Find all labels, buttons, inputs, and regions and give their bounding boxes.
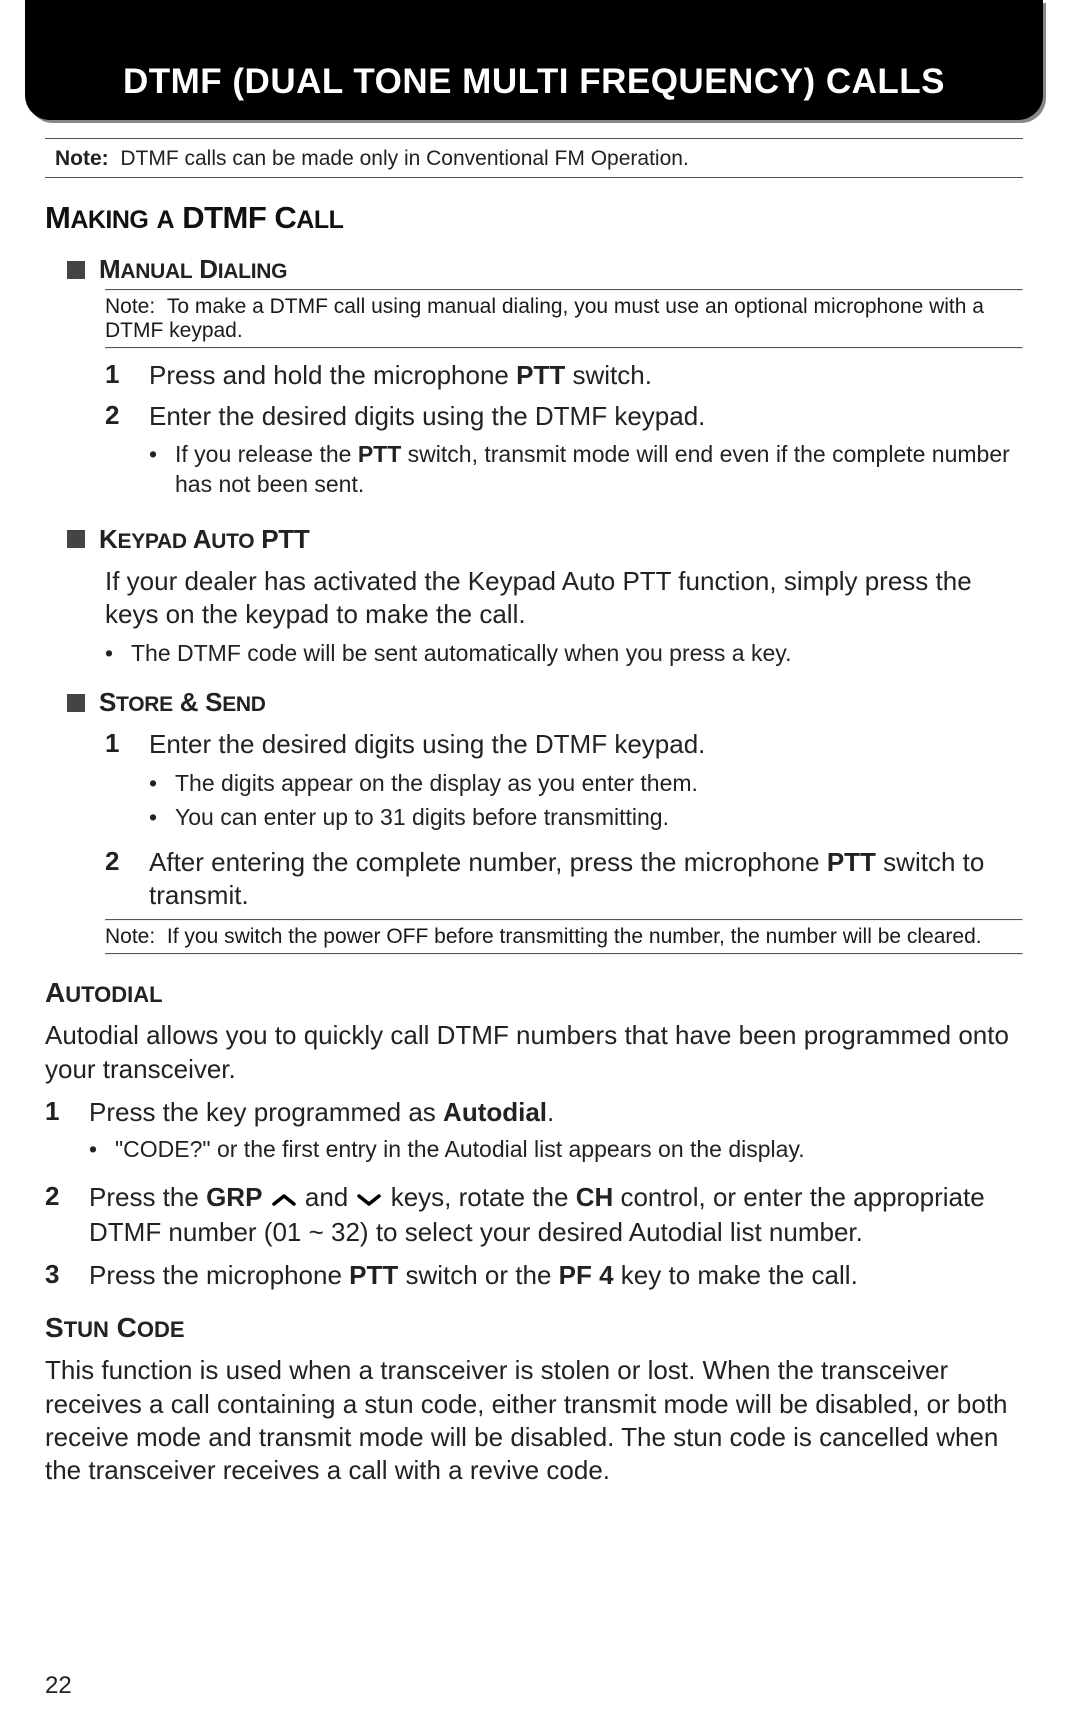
- bullet-text: "CODE?" or the first entry in the Autodi…: [115, 1135, 805, 1165]
- bold-text: PF 4: [559, 1260, 614, 1290]
- subsection-store-send: STORE & SEND: [67, 687, 1023, 718]
- bold-text: PTT: [349, 1260, 398, 1290]
- keypad-bullets: • The DTMF code will be sent automatical…: [105, 639, 1023, 669]
- text: After entering the complete number, pres…: [149, 847, 827, 877]
- sub-bullets: • If you release the PTT switch, transmi…: [149, 440, 1023, 500]
- subsection-heading: KEYPAD AUTO PTT: [99, 524, 309, 555]
- text: Press the microphone: [89, 1260, 349, 1290]
- list-item: 2 Press the GRP and keys, rotate the CH …: [45, 1181, 1023, 1249]
- square-bullet-icon: [67, 261, 85, 279]
- page-header: DTMF (DUAL TONE MULTI FREQUENCY) CALLS: [25, 0, 1043, 120]
- list-item: 1 Press the key programmed as Autodial. …: [45, 1096, 1023, 1171]
- bullet-dot: •: [105, 639, 115, 669]
- page-title: DTMF (DUAL TONE MULTI FREQUENCY) CALLS: [123, 62, 945, 102]
- step-text: Press the GRP and keys, rotate the CH co…: [89, 1181, 1023, 1249]
- keypad-para: If your dealer has activated the Keypad …: [105, 565, 1023, 632]
- store-steps: 1 Enter the desired digits using the DTM…: [105, 728, 1023, 911]
- bold-text: Autodial: [443, 1097, 547, 1127]
- text: Press the: [89, 1182, 206, 1212]
- step-text: Press the microphone PTT switch or the P…: [89, 1259, 858, 1292]
- bullet-text: The DTMF code will be sent automatically…: [131, 639, 791, 669]
- autodial-steps: 1 Press the key programmed as Autodial. …: [45, 1096, 1023, 1292]
- bold-text: PTT: [516, 360, 565, 390]
- bullet-text: You can enter up to 31 digits before tra…: [175, 803, 669, 833]
- section-heading-autodial: AUTODIAL: [45, 977, 1023, 1009]
- divider: [105, 919, 1023, 921]
- divider: [45, 177, 1023, 178]
- bold-text: PTT: [827, 847, 876, 877]
- divider: [105, 289, 1023, 291]
- square-bullet-icon: [67, 694, 85, 712]
- bold-text: PTT: [358, 441, 401, 467]
- step-number: 1: [105, 728, 129, 838]
- note-text: To make a DTMF call using manual dialing…: [105, 295, 984, 342]
- step-text: After entering the complete number, pres…: [149, 846, 1023, 911]
- list-item: • The digits appear on the display as you…: [149, 769, 705, 799]
- bullet-dot: •: [89, 1135, 99, 1165]
- divider: [105, 347, 1023, 349]
- text: Enter the desired digits using the DTMF …: [149, 401, 705, 431]
- bullet-text: If you release the PTT switch, transmit …: [175, 440, 1023, 500]
- text: key to make the call.: [614, 1260, 858, 1290]
- list-item: • "CODE?" or the first entry in the Autod…: [89, 1135, 805, 1165]
- list-item: • The DTMF code will be sent automatical…: [105, 639, 1023, 669]
- stun-para: This function is used when a transceiver…: [45, 1354, 1023, 1487]
- page-number: 22: [45, 1672, 72, 1700]
- list-item: 3 Press the microphone PTT switch or the…: [45, 1259, 1023, 1292]
- bullet-text: The digits appear on the display as you …: [175, 769, 698, 799]
- list-item: 2 After entering the complete number, pr…: [105, 846, 1023, 911]
- list-item: 2 Enter the desired digits using the DTM…: [105, 400, 1023, 506]
- top-note: Note: DTMF calls can be made only in Con…: [45, 139, 1023, 177]
- text: keys, rotate the: [383, 1182, 575, 1212]
- bold-text: GRP: [206, 1182, 262, 1212]
- list-item: 1 Enter the desired digits using the DTM…: [105, 728, 1023, 838]
- step-number: 2: [105, 846, 129, 911]
- chevron-down-icon: [355, 1183, 383, 1216]
- list-item: • You can enter up to 31 digits before tr…: [149, 803, 705, 833]
- note-text: If you switch the power OFF before trans…: [167, 925, 982, 948]
- text: Press and hold the microphone: [149, 360, 516, 390]
- subsection-keypad-auto-ptt: KEYPAD AUTO PTT: [67, 524, 1023, 555]
- text: .: [547, 1097, 554, 1127]
- section-heading-stun: STUN CODE: [45, 1312, 1023, 1344]
- store-note: Note: If you switch the power OFF before…: [105, 925, 1023, 949]
- list-item: • If you release the PTT switch, transmi…: [149, 440, 1023, 500]
- text: switch or the: [398, 1260, 558, 1290]
- step-text: Press and hold the microphone PTT switch…: [149, 359, 652, 392]
- note-label: Note:: [105, 925, 155, 948]
- bold-text: CH: [576, 1182, 614, 1212]
- divider: [105, 953, 1023, 955]
- manual-note: Note: To make a DTMF call using manual d…: [105, 295, 1023, 343]
- subsection-manual-dialing: MANUAL DIALING: [67, 254, 1023, 285]
- step-text: Press the key programmed as Autodial. • "…: [89, 1096, 805, 1171]
- section-heading-making: MAKING A DTMF CALL: [45, 200, 1023, 236]
- step-number: 2: [45, 1181, 69, 1249]
- bullet-dot: •: [149, 440, 159, 500]
- sub-bullets: • The digits appear on the display as you…: [149, 769, 705, 833]
- autodial-para: Autodial allows you to quickly call DTMF…: [45, 1019, 1023, 1086]
- list-item: 1 Press and hold the microphone PTT swit…: [105, 359, 1023, 392]
- note-label: Note:: [105, 295, 155, 318]
- manual-steps: 1 Press and hold the microphone PTT swit…: [105, 359, 1023, 506]
- step-text: Enter the desired digits using the DTMF …: [149, 728, 705, 838]
- subsection-heading: MANUAL DIALING: [99, 254, 287, 285]
- text: and: [298, 1182, 356, 1212]
- note-label: Note:: [55, 147, 109, 170]
- chevron-up-icon: [270, 1183, 298, 1216]
- step-number: 3: [45, 1259, 69, 1292]
- note-text-inner: DTMF calls can be made only in Conventio…: [120, 147, 688, 170]
- text: switch.: [565, 360, 652, 390]
- step-text: Enter the desired digits using the DTMF …: [149, 400, 1023, 506]
- bullet-dot: •: [149, 769, 159, 799]
- text: If you release the: [175, 441, 358, 467]
- step-number: 1: [105, 359, 129, 392]
- sub-bullets: • "CODE?" or the first entry in the Autod…: [89, 1135, 805, 1165]
- text: Enter the desired digits using the DTMF …: [149, 729, 705, 759]
- step-number: 2: [105, 400, 129, 506]
- step-number: 1: [45, 1096, 69, 1171]
- text: Press the key programmed as: [89, 1097, 443, 1127]
- bullet-dot: •: [149, 803, 159, 833]
- square-bullet-icon: [67, 530, 85, 548]
- subsection-heading: STORE & SEND: [99, 687, 266, 718]
